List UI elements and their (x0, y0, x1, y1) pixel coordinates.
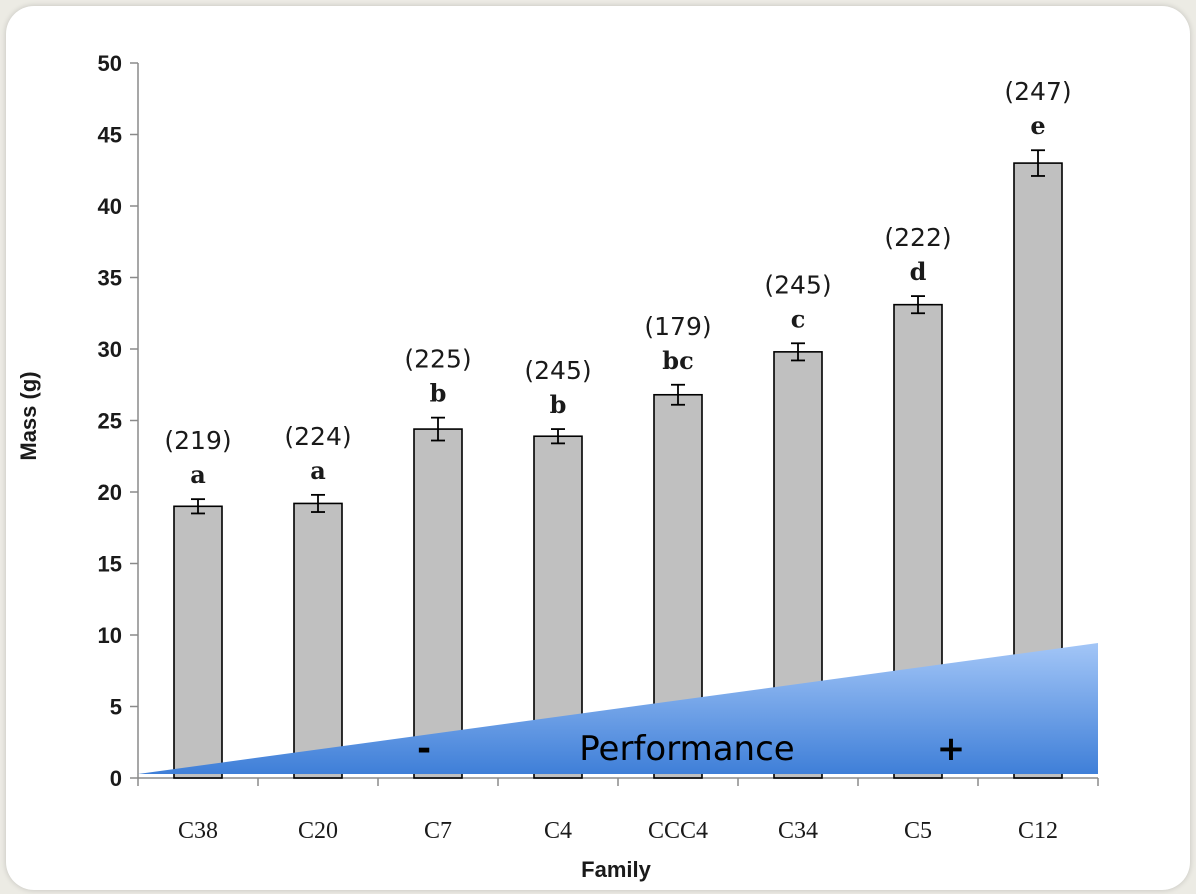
x-category-label: C34 (778, 818, 818, 844)
significance-letter: b (550, 390, 567, 419)
y-tick-label: 25 (98, 409, 122, 434)
sample-count-label: (245) (764, 270, 831, 299)
x-category-label: C5 (904, 818, 932, 844)
significance-letter: b (430, 379, 447, 408)
x-category-label: C7 (424, 818, 452, 844)
significance-letter: e (1030, 111, 1045, 140)
significance-letter: a (190, 460, 206, 489)
sample-count-label: (247) (1004, 77, 1071, 106)
sample-count-label: (179) (644, 312, 711, 341)
performance-label: Performance (579, 729, 794, 769)
x-category-label: CCC4 (648, 818, 708, 844)
performance-wedge (138, 643, 1098, 774)
y-tick-label: 40 (98, 194, 122, 219)
x-category-label: C38 (178, 818, 218, 844)
significance-letter: c (791, 304, 806, 333)
performance-plus: + (937, 729, 966, 769)
bar-c7 (413, 428, 463, 779)
significance-letter: d (910, 257, 927, 286)
sample-count-label: (225) (404, 345, 471, 374)
y-tick-label: 10 (98, 623, 122, 648)
bar-c38 (173, 505, 223, 779)
significance-letter: a (310, 456, 326, 485)
x-category-label: C20 (298, 818, 338, 844)
x-category-label: C12 (1018, 818, 1058, 844)
y-tick-label: 0 (110, 766, 122, 791)
sample-count-label: (224) (284, 422, 351, 451)
bar-c20 (293, 502, 343, 779)
y-tick-label: 5 (110, 695, 122, 720)
y-tick-label: 30 (98, 337, 122, 362)
y-tick-label: 45 (98, 123, 122, 148)
y-tick-label: 15 (98, 552, 122, 577)
y-tick-label: 20 (98, 480, 122, 505)
x-axis-title: Family (581, 857, 651, 882)
y-tick-label: 35 (98, 266, 122, 291)
x-category-label: C4 (544, 818, 572, 844)
sample-count-label: (222) (884, 223, 951, 252)
sample-count-label: (219) (164, 426, 231, 455)
significance-letter: bc (662, 346, 693, 375)
y-tick-label: 50 (98, 51, 122, 76)
sample-count-label: (245) (524, 356, 591, 385)
performance-minus: - (417, 729, 431, 769)
y-axis-title: Mass (g) (16, 371, 41, 460)
